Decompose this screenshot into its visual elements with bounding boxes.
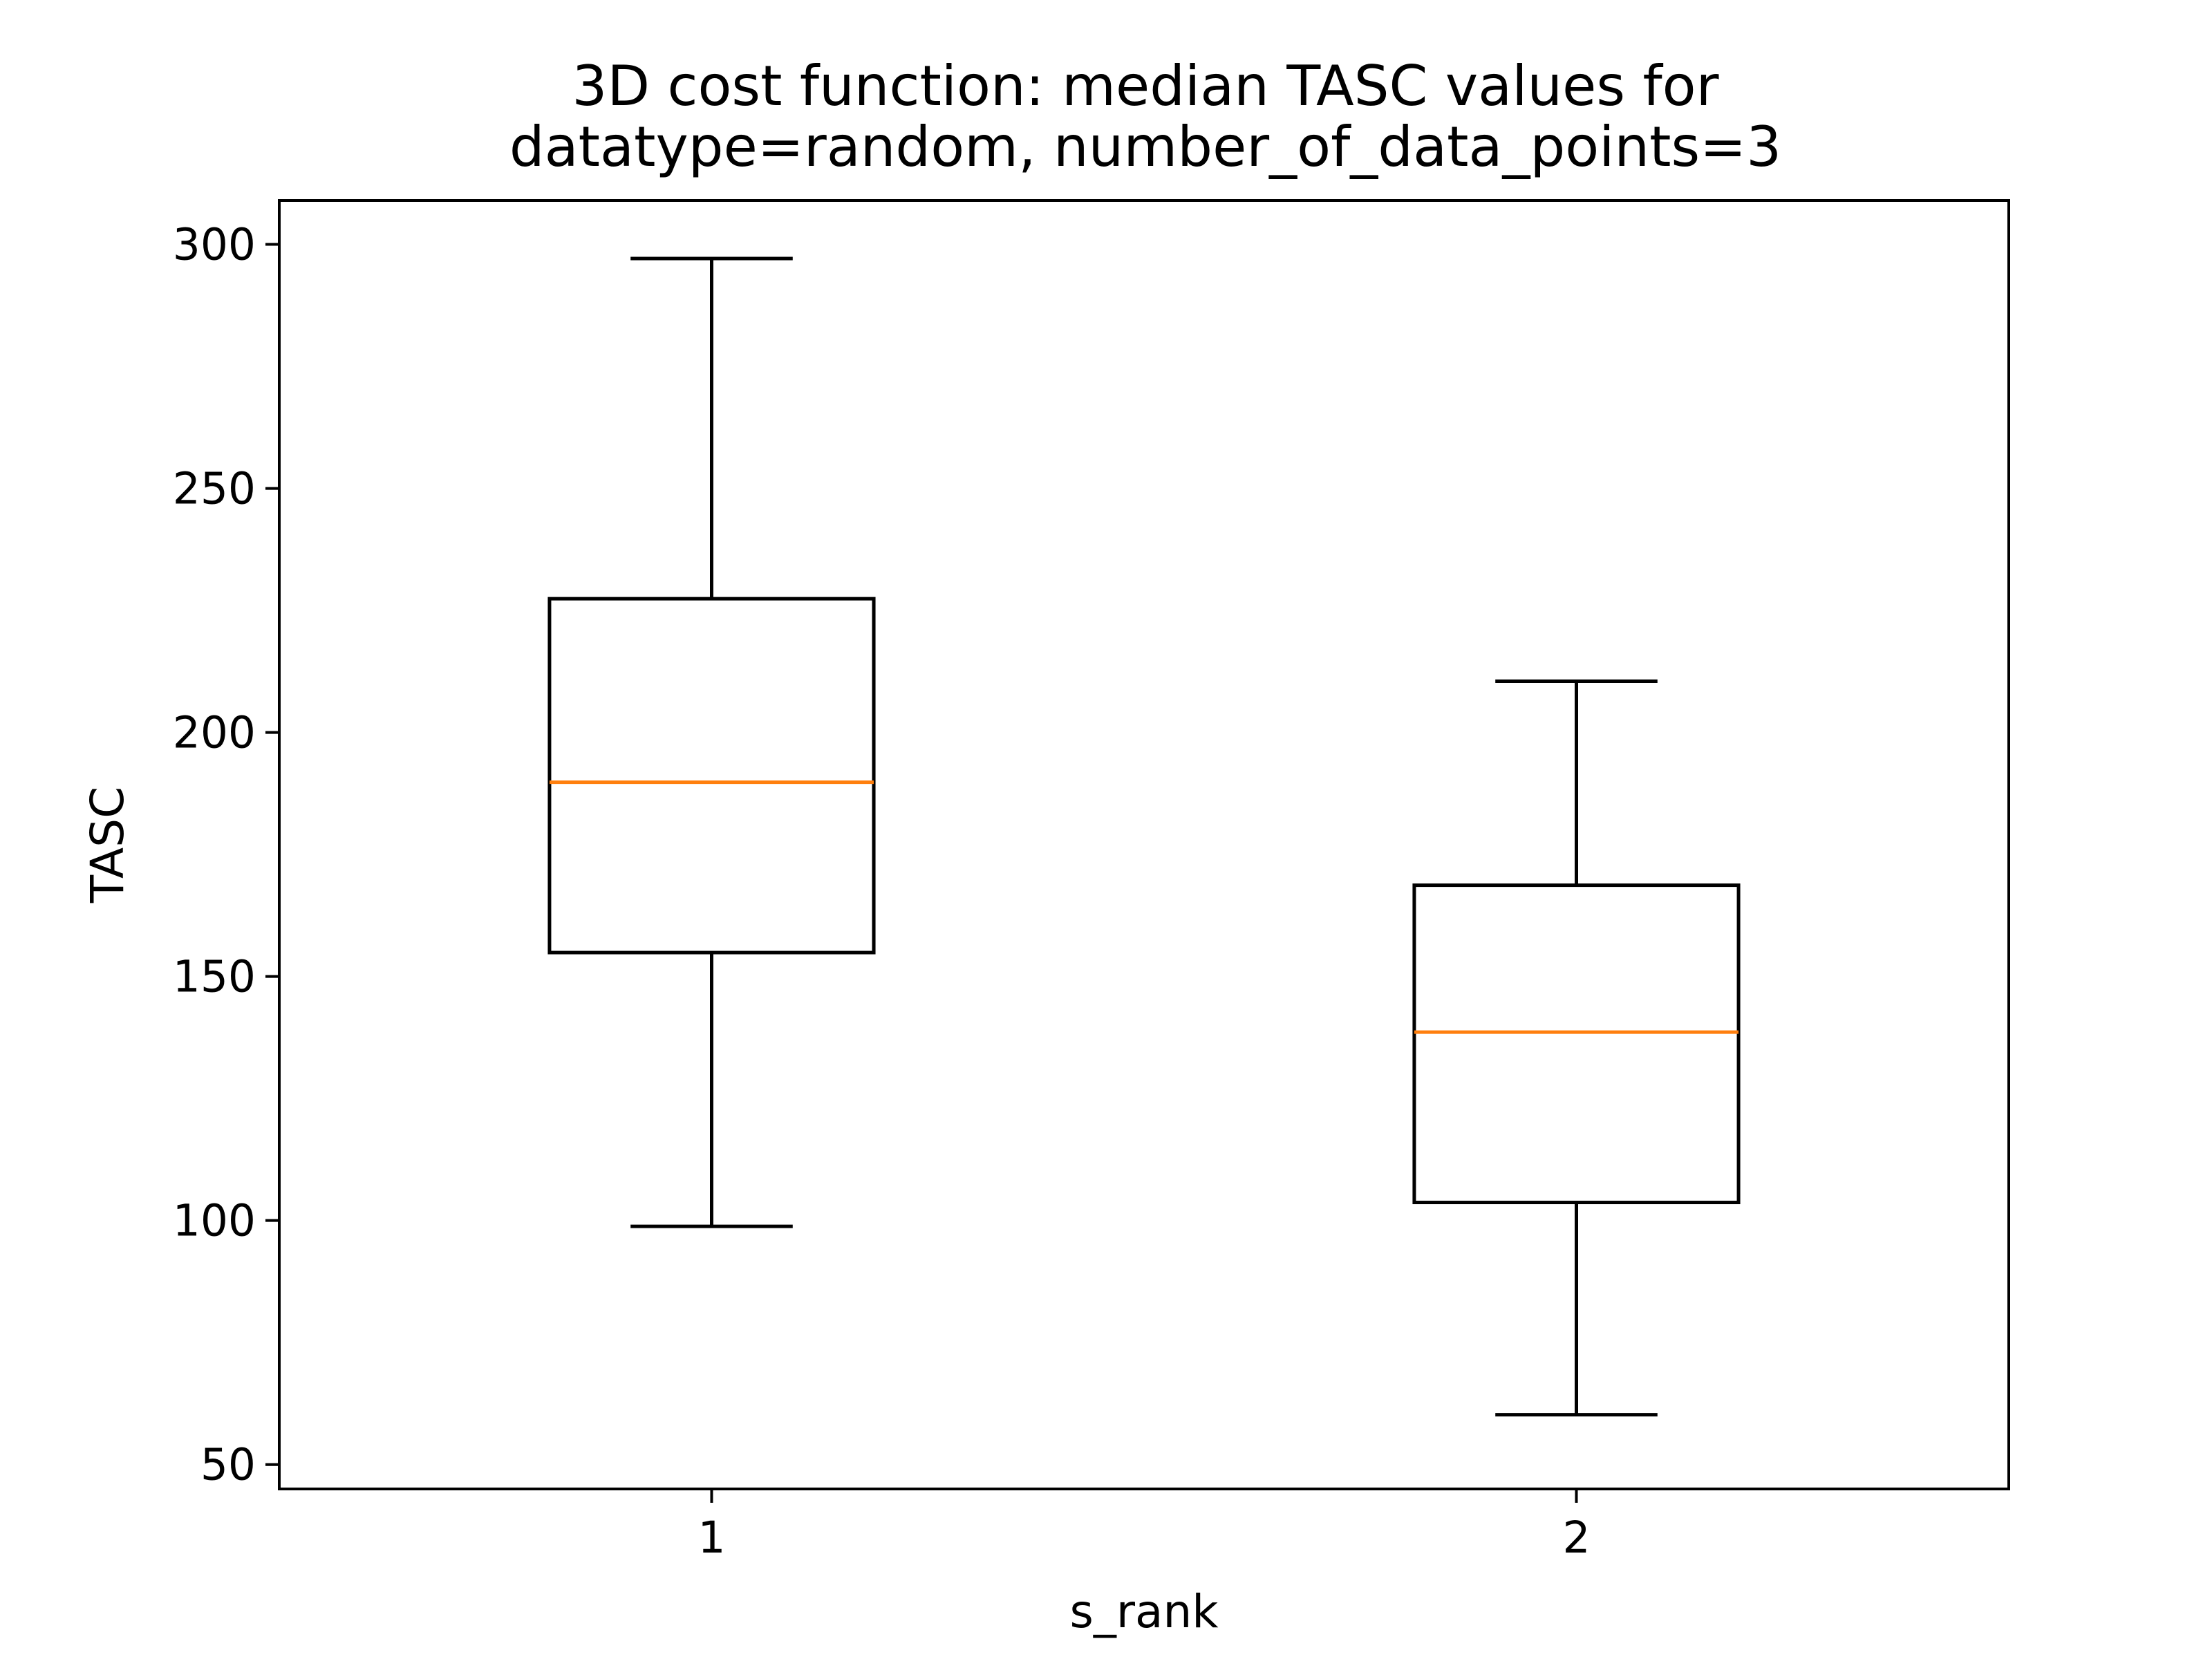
x-axis-label: s_rank xyxy=(1069,1585,1219,1638)
y-tick-label-100: 100 xyxy=(173,1196,256,1246)
y-axis-label: TASC xyxy=(81,787,134,903)
series-1-box xyxy=(547,597,876,955)
y-tick-label-250: 250 xyxy=(173,464,256,514)
x-tick-label-2: 2 xyxy=(1562,1512,1590,1563)
plot-area: 50 100 150 200 250 300 1 2 xyxy=(173,220,1741,1563)
y-tick-label-200: 200 xyxy=(173,708,256,758)
series-2-box xyxy=(1412,883,1741,1205)
x-tick-label-1: 1 xyxy=(697,1512,725,1563)
y-tick-label-150: 150 xyxy=(173,952,256,1002)
chart-title-line-1: 3D cost function: median TASC values for xyxy=(572,54,1719,118)
axes-frame xyxy=(278,199,2010,1490)
y-tick-label-300: 300 xyxy=(173,220,256,270)
chart-title-line-2: datatype=random, number_of_data_points=3 xyxy=(509,115,1781,179)
y-tick-label-50: 50 xyxy=(200,1440,256,1490)
